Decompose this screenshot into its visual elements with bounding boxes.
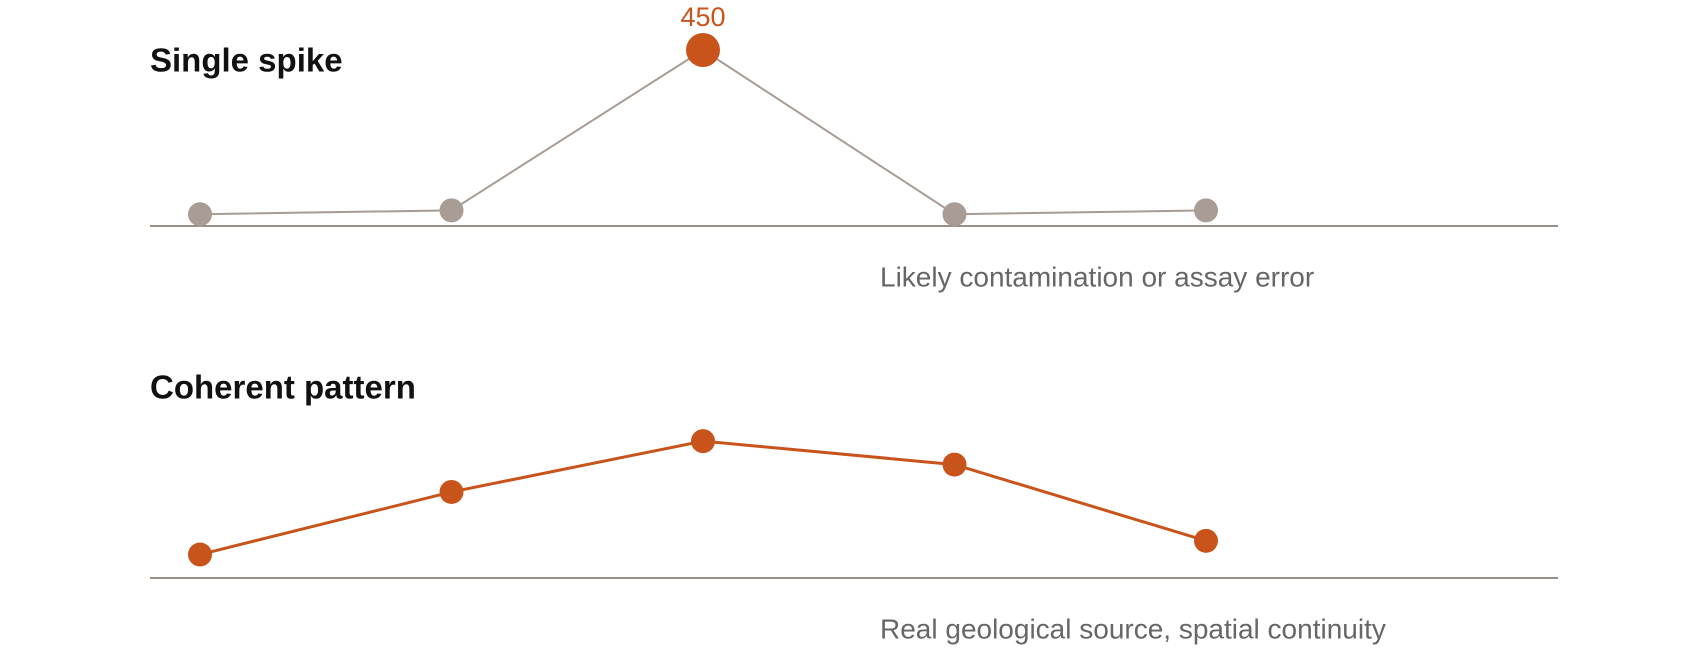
panel-title: Single spike: [150, 42, 343, 79]
data-point: [1194, 528, 1218, 553]
series-line: [199, 48, 1207, 216]
annotation: Real geological source, spatial continui…: [880, 613, 1386, 644]
data-point: [691, 429, 715, 454]
data-point: [188, 542, 212, 567]
annotation: Likely contamination or assay error: [880, 261, 1314, 292]
data-point: [188, 202, 212, 227]
data-point: [439, 479, 464, 504]
value-label: 450: [680, 2, 725, 32]
data-point: [439, 198, 464, 223]
data-point: [942, 452, 967, 477]
series-line: [199, 439, 1207, 556]
data-point: [686, 33, 720, 67]
panel-title: Coherent pattern: [150, 369, 416, 406]
data-point: [1194, 198, 1218, 223]
data-point: [942, 202, 967, 227]
